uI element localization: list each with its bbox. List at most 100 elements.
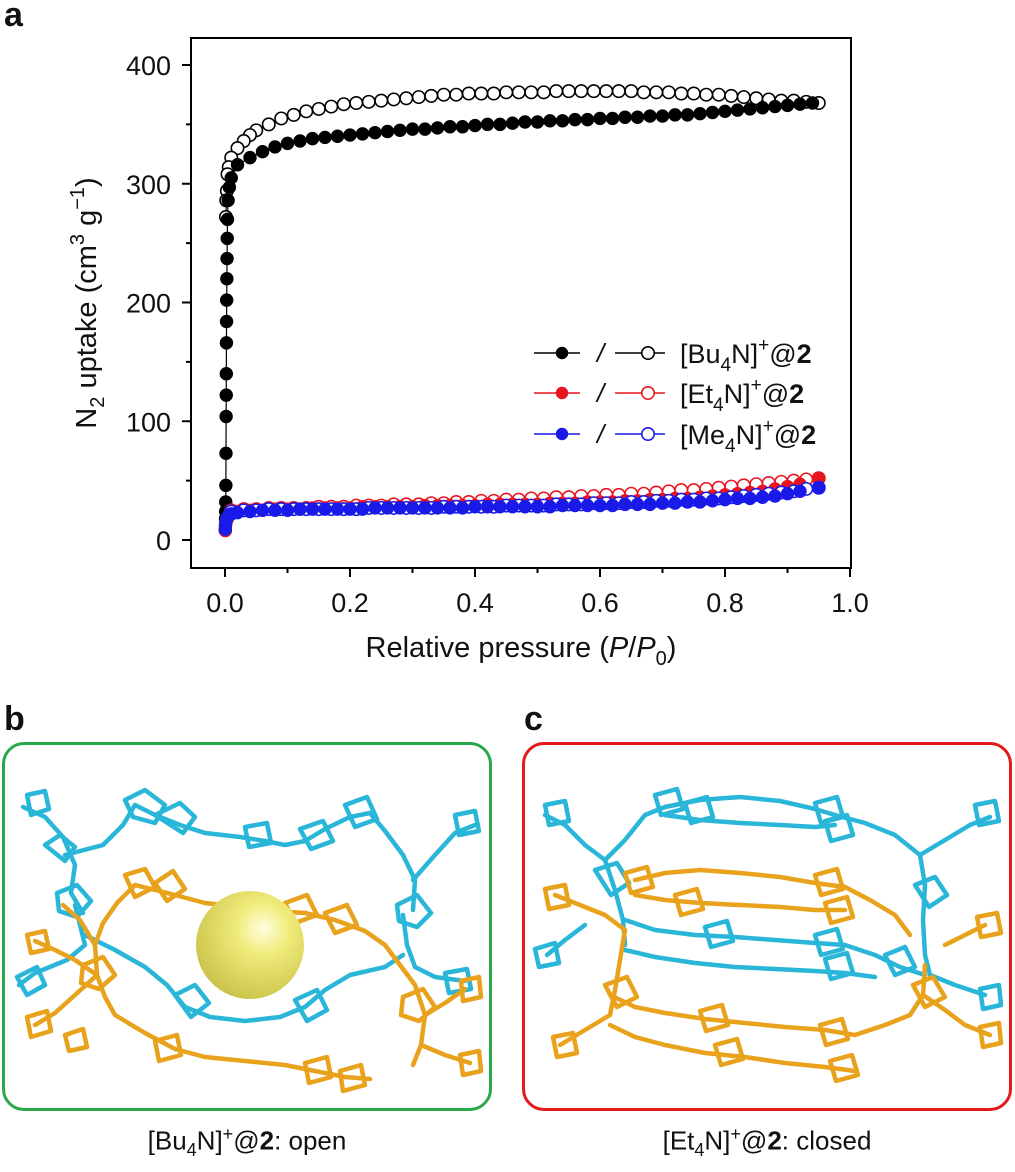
adsorption-point <box>405 501 420 515</box>
desorption-point <box>449 87 464 102</box>
x-tick-label: 0.6 <box>581 588 619 618</box>
adsorption-point <box>219 336 234 350</box>
adsorption-point <box>755 101 770 115</box>
adsorption-point <box>693 495 707 509</box>
adsorption-line <box>224 102 813 531</box>
adsorption-point <box>468 118 482 133</box>
legend-separator: / <box>595 419 607 449</box>
adsorption-point <box>455 120 470 134</box>
adsorption-point <box>455 501 470 515</box>
isotherm-chart: 0.0 0.2 0.4 0.6 0.8 1.0 0 100 200 300 400 N2 uptak… <box>67 37 869 670</box>
adsorption-point <box>243 150 257 165</box>
desorption-point <box>686 86 701 101</box>
desorption-point <box>586 84 601 99</box>
y-tick-label: 300 <box>126 170 171 200</box>
desorption-point <box>424 88 439 103</box>
adsorption-point <box>768 99 782 114</box>
desorption-point <box>374 93 389 108</box>
desorption-point <box>649 85 664 100</box>
adsorption-point <box>418 501 432 515</box>
adsorption-point <box>380 501 395 515</box>
adsorption-point <box>630 110 645 124</box>
adsorption-point <box>768 489 782 503</box>
adsorption-point <box>380 124 395 139</box>
adsorption-point <box>430 501 445 515</box>
adsorption-point <box>780 486 795 501</box>
adsorption-point <box>505 500 520 514</box>
x-tick-label: 0.0 <box>206 588 244 618</box>
adsorption-point <box>221 193 235 208</box>
legend-marker-open <box>640 426 655 441</box>
desorption-point <box>661 85 676 100</box>
guest-cation-sphere <box>196 891 304 999</box>
legend-marker-filled <box>555 386 569 400</box>
y-axis-label: N2 uptake (cm3 g−1) <box>67 177 109 428</box>
adsorption-point <box>430 121 445 135</box>
adsorption-point <box>230 158 245 172</box>
adsorption-point <box>230 505 245 520</box>
framework-orange-lower <box>24 866 484 1094</box>
adsorption-point <box>405 122 420 136</box>
adsorption-point <box>220 272 234 286</box>
adsorption-point <box>393 123 407 138</box>
desorption-point <box>561 84 576 99</box>
adsorption-point <box>219 367 234 381</box>
desorption-point <box>324 99 339 114</box>
framework-closed-structure <box>532 786 1004 1084</box>
adsorption-point <box>330 129 345 143</box>
y-tick-label: 100 <box>126 407 171 437</box>
adsorption-point <box>219 446 233 461</box>
adsorption-point <box>568 112 582 127</box>
framework-open-structure <box>14 787 484 1094</box>
adsorption-point <box>605 498 620 513</box>
desorption-point <box>361 94 376 109</box>
desorption-point <box>624 84 639 99</box>
adsorption-point <box>220 251 234 266</box>
adsorption-point <box>655 109 670 123</box>
adsorption-point <box>518 115 532 129</box>
caption-c: [Et4N]+@2: closed <box>662 1124 872 1160</box>
adsorption-point <box>518 500 532 514</box>
adsorption-point <box>668 108 682 122</box>
adsorption-point <box>443 501 457 515</box>
desorption-point <box>599 84 614 99</box>
x-tick-label: 0.8 <box>706 588 744 618</box>
adsorption-point <box>505 116 520 130</box>
adsorption-point <box>643 109 657 123</box>
legend-entry-1: / [Bu4N]+@2 <box>534 335 812 376</box>
adsorption-point <box>780 98 795 113</box>
panel-label-c: c <box>524 700 543 738</box>
desorption-point <box>511 85 526 100</box>
adsorption-point <box>593 498 607 513</box>
desorption-point <box>230 141 245 156</box>
adsorption-point <box>220 212 235 227</box>
desorption-point <box>336 97 351 112</box>
adsorption-point <box>580 112 595 127</box>
adsorption-point <box>812 481 826 495</box>
adsorption-point <box>480 500 495 514</box>
adsorption-point <box>255 503 270 518</box>
adsorption-point <box>468 500 482 514</box>
adsorption-point <box>443 120 457 134</box>
adsorption-point <box>493 117 507 132</box>
legend-marker-open <box>640 385 655 400</box>
desorption-point <box>261 117 276 132</box>
panel-label-a: a <box>4 0 23 34</box>
desorption-point <box>611 84 626 99</box>
adsorption-point <box>318 502 332 516</box>
adsorption-point <box>730 103 745 117</box>
adsorption-point <box>555 498 570 513</box>
desorption-point <box>524 85 539 100</box>
legend: / [Bu4N]+@2 / [Et4N]+@2 / [Me4N]+@2 <box>534 335 816 457</box>
series-1 <box>218 84 826 538</box>
desorption-point <box>274 111 289 126</box>
adsorption-point <box>224 171 238 185</box>
x-tick-label: 1.0 <box>831 588 869 618</box>
legend-marker-filled <box>555 427 569 441</box>
legend-label: [Et4N]+@2 <box>680 375 804 416</box>
adsorption-point <box>280 503 295 518</box>
adsorption-point <box>793 97 807 111</box>
legend-entry-2: / [Et4N]+@2 <box>534 375 804 416</box>
desorption-point <box>711 87 726 102</box>
framework-cyan-stacked <box>532 786 1004 1012</box>
